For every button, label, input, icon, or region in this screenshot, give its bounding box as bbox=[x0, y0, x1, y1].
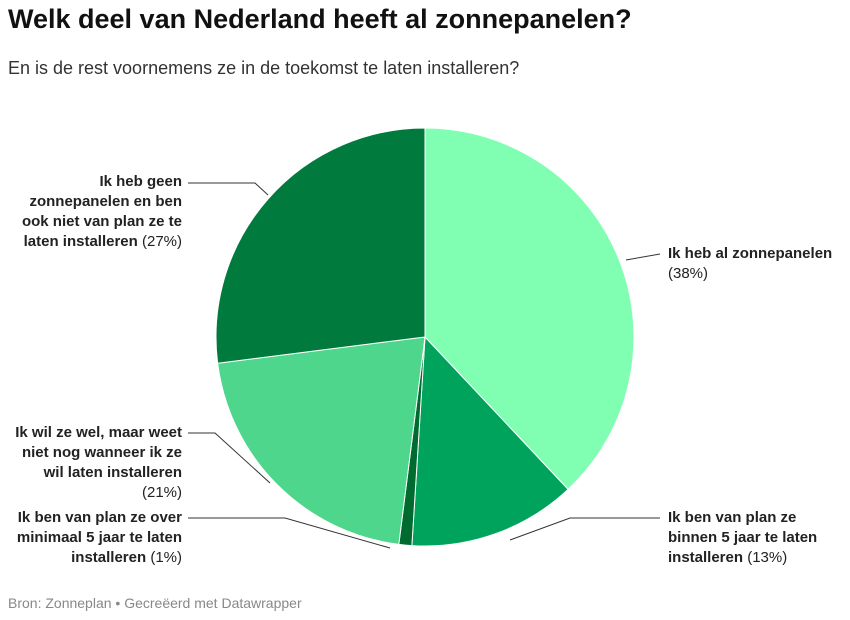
pie-slice bbox=[215, 127, 426, 364]
leader-line bbox=[625, 253, 661, 261]
slice-label: Ik heb geen zonnepanelen en ben ook niet… bbox=[10, 172, 182, 252]
pie-slice bbox=[424, 127, 635, 491]
category-label: Ik ben van plan ze binnen 5 jaar te late… bbox=[668, 509, 818, 566]
slice-label: Ik wil ze wel, maar weet niet nog wannee… bbox=[10, 423, 182, 503]
leader-line bbox=[509, 517, 660, 541]
category-label: Ik heb al zonnepanelen bbox=[668, 245, 833, 262]
category-label: Ik ben van plan ze over minimaal 5 jaar … bbox=[16, 509, 182, 566]
chart-title: Welk deel van Nederland heeft al zonnepa… bbox=[8, 4, 632, 34]
value-label: (13%) bbox=[747, 549, 788, 566]
source: Bron: Zonneplan • Gecreëerd met Datawrap… bbox=[8, 595, 302, 611]
value-label: (1%) bbox=[150, 549, 182, 566]
pie-slice bbox=[411, 335, 569, 547]
chart-subtitle: En is de rest voornemens ze in de toekom… bbox=[8, 58, 520, 78]
category-label: Ik heb geen zonnepanelen en ben ook niet… bbox=[21, 173, 182, 250]
value-label: (27%) bbox=[141, 233, 182, 250]
slice-label: Ik ben van plan ze over minimaal 5 jaar … bbox=[10, 508, 182, 568]
slice-label: Ik heb al zonnepanelen (38%) bbox=[668, 244, 840, 284]
category-label: Ik wil ze wel, maar weet niet nog wannee… bbox=[15, 424, 182, 481]
leader-line bbox=[188, 432, 271, 484]
value-label: (21%) bbox=[141, 484, 182, 501]
slice-label: Ik ben van plan ze binnen 5 jaar te late… bbox=[668, 508, 840, 568]
leader-line bbox=[188, 517, 391, 549]
value-label: (38%) bbox=[668, 265, 709, 282]
pie-slice bbox=[217, 336, 426, 545]
leader-line bbox=[188, 182, 269, 196]
